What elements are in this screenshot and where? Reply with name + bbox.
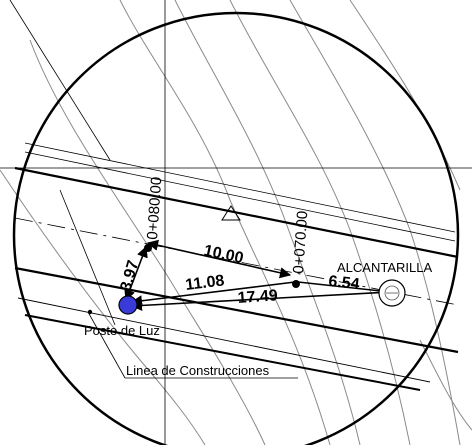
construction-line [17,297,431,383]
linea-construcciones-label: Linea de Construcciones [126,363,270,378]
dim-17-line [130,286,392,312]
diagonal-line [9,0,111,161]
leader-lower [87,311,126,379]
contour-line [0,169,206,445]
contour-line [29,39,266,445]
poste-de-luz-icon [118,295,138,315]
contour-line [349,0,461,191]
leader-lines [59,189,298,379]
station-point-070 [292,280,300,288]
contour-line [119,0,331,445]
road-edge-bottom-thick-2 [24,314,421,391]
poste-label: Poste de Luz [84,323,160,338]
poste-point [87,309,93,315]
dimension-label-3: 3.97 [118,258,143,293]
road-edge-top-thick [14,166,459,259]
dimension-label-17: 17.49 [237,287,278,307]
dim-10-line [146,239,292,279]
dimension-arrows [124,239,392,312]
contour-line [289,0,461,445]
road-lines [14,142,459,391]
alcantarilla-symbol [378,279,406,307]
dimension-label-11: 11.08 [184,272,225,294]
dim-6-line [297,281,392,297]
station-label-080: 0+080.00 [144,176,165,240]
road-edge-top-thin [24,142,456,233]
road-edge-top-thin-2 [24,151,456,242]
survey-triangle [221,205,241,221]
contour-line [174,0,361,445]
dimension-label-6: 6.54 [328,273,361,293]
contour-line [229,0,411,445]
dimension-label-10: 10.00 [202,242,245,267]
station-point-080 [144,244,152,252]
detail-circle [12,11,460,445]
alcantarilla-label: ALCANTARILLA [337,260,432,275]
contour-line [419,339,472,431]
dim-3-line [124,245,148,302]
leader-poste [59,189,116,326]
station-label-070: 0+070.00 [290,210,311,274]
